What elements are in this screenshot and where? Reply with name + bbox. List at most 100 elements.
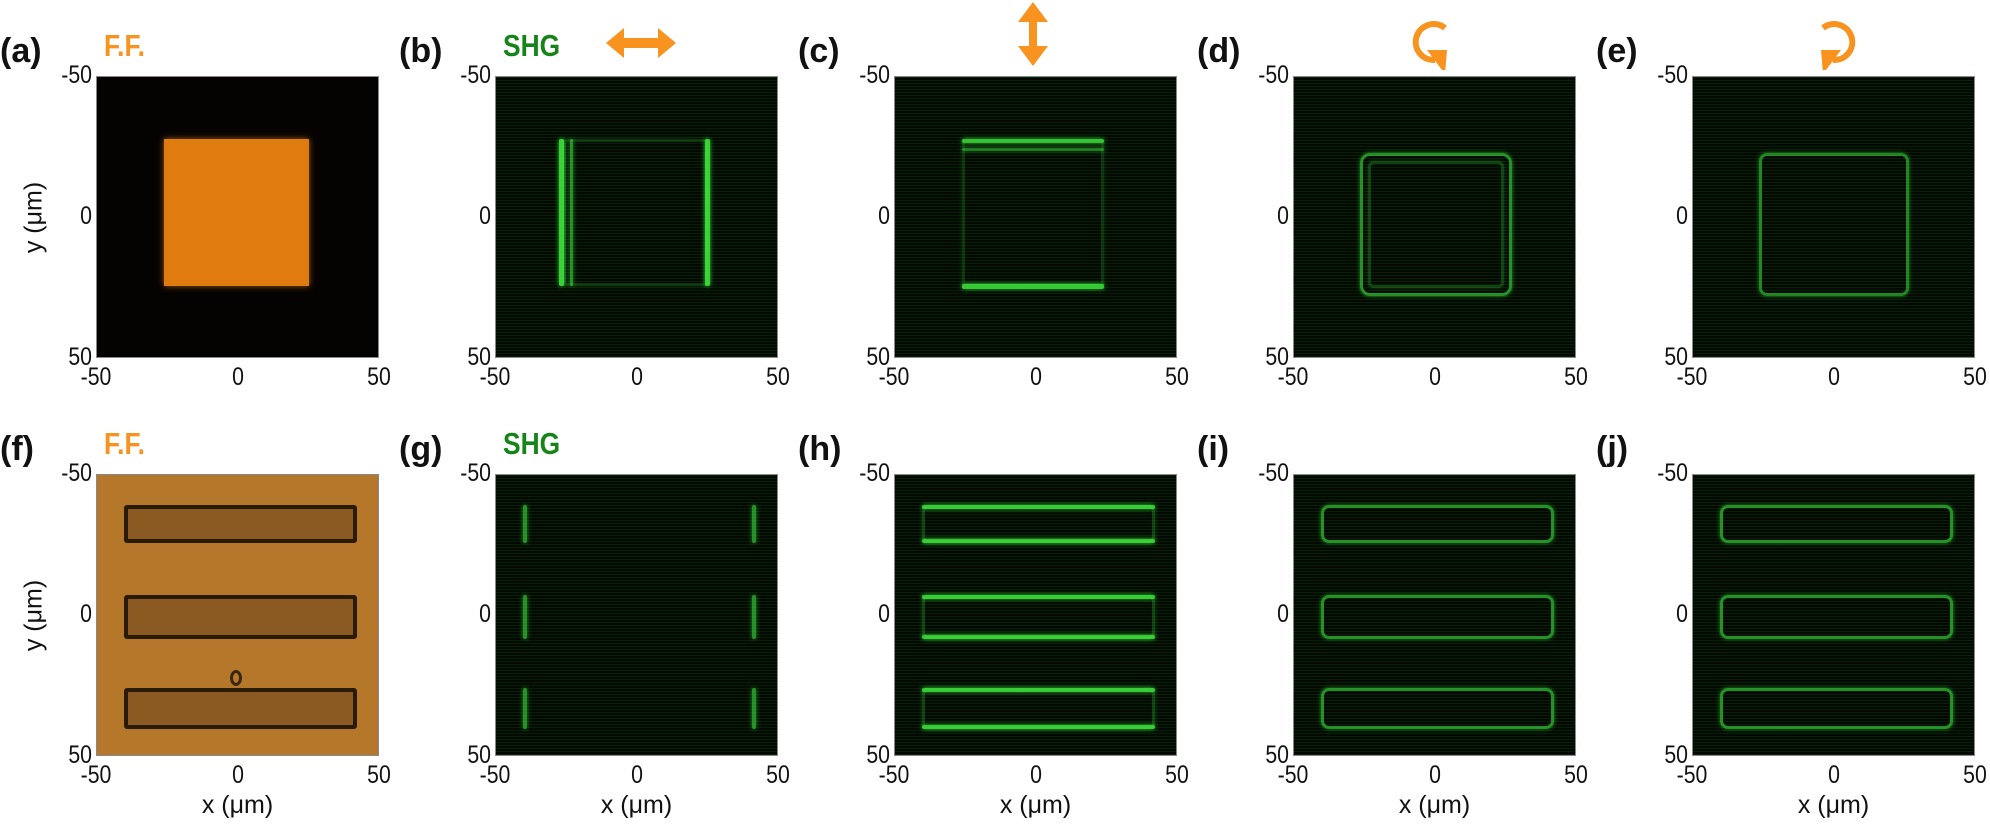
- shg-signal: [523, 505, 527, 543]
- panel-title: F.F.: [104, 28, 145, 63]
- shg-signal: [922, 725, 1155, 729]
- shg-signal: [922, 635, 1155, 639]
- y-tick-label: 0: [1277, 202, 1289, 230]
- shg-signal: [922, 688, 1155, 692]
- x-tick-label: 0: [630, 761, 643, 789]
- y-tick-label: 50: [1265, 343, 1289, 371]
- x-tick-label: -50: [878, 363, 910, 391]
- y-tick-label: 50: [866, 741, 890, 769]
- panel-label: (e): [1596, 32, 1638, 70]
- y-tick-label: 50: [68, 741, 92, 769]
- x-tick-label: 50: [1963, 363, 1987, 391]
- pillar-bar: [124, 688, 357, 729]
- particle: [230, 670, 242, 686]
- x-tick-label: 50: [1963, 761, 1987, 789]
- x-tick-label: 50: [766, 761, 790, 789]
- noise-texture: [1294, 475, 1575, 755]
- x-tick-label: -50: [1676, 363, 1708, 391]
- panel-label: (i): [1197, 430, 1230, 468]
- noise-texture: [1294, 77, 1575, 357]
- shg-signal: [523, 595, 527, 639]
- y-tick-label: -50: [859, 459, 890, 487]
- image-panel: [96, 474, 379, 756]
- y-tick-label: 50: [467, 343, 491, 371]
- image-panel: [495, 474, 778, 756]
- noise-texture: [496, 475, 777, 755]
- shg-outline: [962, 139, 1104, 286]
- x-tick-label: 0: [1029, 363, 1042, 391]
- y-tick-label: -50: [460, 459, 491, 487]
- counterclockwise-circular-arrow-icon: [1813, 6, 1863, 75]
- shg-signal: [570, 139, 573, 286]
- shg-signal: [962, 139, 1104, 143]
- panel-label: (j): [1596, 430, 1629, 468]
- x-tick-label: 50: [766, 363, 790, 391]
- shg-signal: [752, 688, 756, 729]
- panel-title: SHG: [503, 28, 561, 63]
- shg-signal: [752, 595, 756, 639]
- shg-outline: [1720, 505, 1953, 543]
- horizontal-double-arrow-icon: [606, 26, 676, 65]
- x-tick-label: -50: [80, 761, 112, 789]
- x-tick-label: -50: [479, 761, 511, 789]
- panel-title: F.F.: [104, 426, 145, 461]
- image-panel: [96, 76, 379, 358]
- panel-label: (h): [798, 430, 842, 468]
- shg-signal: [559, 139, 564, 286]
- shg-outline: [1321, 688, 1554, 729]
- panel-title: SHG: [503, 426, 561, 461]
- panel-label: (c): [798, 32, 840, 70]
- shg-outline: [563, 139, 708, 286]
- image-panel: [1692, 76, 1975, 358]
- x-axis-label: x (μm): [999, 791, 1072, 819]
- y-tick-label: -50: [1657, 459, 1688, 487]
- x-tick-label: 0: [1428, 363, 1441, 391]
- y-tick-label: 0: [878, 600, 890, 628]
- x-axis-label: x (μm): [201, 791, 274, 819]
- panel-label: (f): [0, 430, 34, 468]
- y-tick-label: 0: [479, 600, 491, 628]
- shg-signal: [962, 284, 1104, 289]
- y-tick-label: 0: [878, 202, 890, 230]
- y-tick-label: 0: [1676, 202, 1688, 230]
- y-tick-label: -50: [61, 61, 92, 89]
- y-axis-label: y (μm): [19, 181, 48, 254]
- x-axis-label: x (μm): [600, 791, 673, 819]
- y-tick-label: 0: [80, 600, 92, 628]
- shg-outline: [1368, 161, 1504, 288]
- y-tick-label: 0: [479, 202, 491, 230]
- shg-outline: [1720, 595, 1953, 639]
- shg-signal: [922, 595, 1155, 599]
- vertical-double-arrow-icon: [1016, 2, 1050, 71]
- y-tick-label: 0: [1676, 600, 1688, 628]
- noise-texture: [1693, 77, 1974, 357]
- shg-outline: [1720, 688, 1953, 729]
- x-tick-label: 0: [630, 363, 643, 391]
- x-tick-label: 50: [367, 363, 391, 391]
- x-tick-label: -50: [1676, 761, 1708, 789]
- noise-texture: [895, 475, 1176, 755]
- x-tick-label: -50: [1277, 761, 1309, 789]
- y-tick-label: -50: [61, 459, 92, 487]
- x-axis-label: x (μm): [1797, 791, 1870, 819]
- shg-signal: [705, 139, 710, 286]
- y-tick-label: 50: [1664, 343, 1688, 371]
- x-tick-label: 0: [231, 761, 244, 789]
- image-panel: [1293, 474, 1576, 756]
- y-tick-label: 50: [866, 343, 890, 371]
- y-tick-label: -50: [1657, 61, 1688, 89]
- x-tick-label: 50: [367, 761, 391, 789]
- noise-texture: [1693, 475, 1974, 755]
- shg-outline: [1360, 153, 1512, 296]
- shg-outline: [1321, 595, 1554, 639]
- y-tick-label: -50: [1258, 61, 1289, 89]
- x-tick-label: 50: [1165, 761, 1189, 789]
- shg-signal: [962, 148, 1104, 151]
- panel-label: (d): [1197, 32, 1241, 70]
- image-panel: [894, 76, 1177, 358]
- x-tick-label: -50: [1277, 363, 1309, 391]
- y-axis-label: y (μm): [19, 579, 48, 652]
- image-panel: [1692, 474, 1975, 756]
- x-tick-label: 50: [1564, 761, 1588, 789]
- y-tick-label: 50: [1265, 741, 1289, 769]
